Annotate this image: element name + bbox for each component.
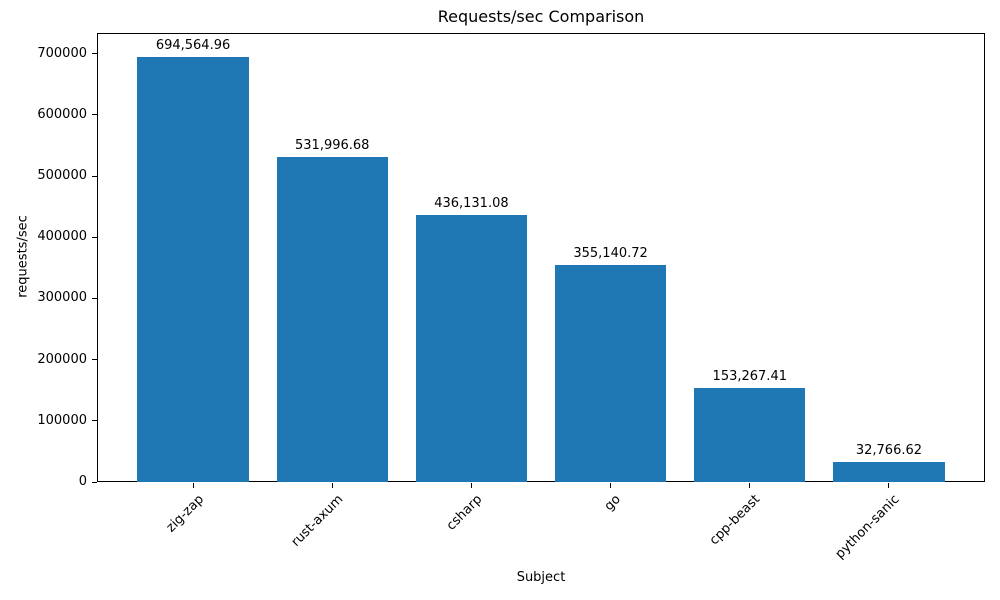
bar bbox=[415, 215, 528, 482]
x-tick-label: python-sanic bbox=[832, 492, 903, 562]
bar-value-label: 153,267.41 bbox=[712, 369, 787, 385]
y-tick-label: 700000 bbox=[37, 45, 87, 61]
x-tick bbox=[470, 483, 472, 488]
x-axis-label: Subject bbox=[516, 570, 566, 585]
y-tick bbox=[92, 236, 97, 238]
x-tick-label: csharp bbox=[443, 492, 486, 534]
bar-value-label: 355,140.72 bbox=[573, 245, 648, 261]
y-tick bbox=[92, 481, 97, 483]
x-tick-label: go bbox=[602, 492, 625, 515]
y-tick bbox=[92, 359, 97, 361]
x-tick-label: cpp-beast bbox=[707, 492, 764, 549]
y-tick-label: 100000 bbox=[37, 412, 87, 428]
bar-value-label: 32,766.62 bbox=[855, 442, 923, 458]
x-tick-label: rust-axum bbox=[288, 492, 346, 550]
bar bbox=[276, 156, 388, 482]
bar bbox=[137, 57, 249, 482]
y-axis-label: requests/sec bbox=[15, 215, 31, 298]
y-tick-label: 200000 bbox=[37, 351, 87, 367]
x-tick bbox=[888, 483, 890, 488]
chart-title: Requests/sec Comparison bbox=[437, 7, 645, 26]
y-tick-label: 300000 bbox=[37, 290, 87, 306]
y-tick bbox=[92, 297, 97, 299]
bar bbox=[833, 461, 945, 482]
y-tick bbox=[92, 420, 97, 422]
bar bbox=[694, 388, 806, 482]
x-tick bbox=[331, 483, 333, 488]
x-tick bbox=[749, 483, 751, 488]
y-tick-label: 600000 bbox=[37, 106, 87, 122]
y-tick bbox=[92, 114, 97, 116]
bar bbox=[554, 264, 667, 482]
bar-value-label: 694,564.96 bbox=[155, 38, 231, 54]
y-tick bbox=[92, 175, 97, 177]
y-tick-label: 400000 bbox=[37, 229, 87, 245]
x-tick bbox=[610, 483, 612, 488]
plot-area bbox=[97, 33, 985, 482]
x-tick bbox=[192, 483, 194, 488]
bar-value-label: 436,131.08 bbox=[434, 196, 509, 212]
bar-value-label: 531,996.68 bbox=[295, 137, 370, 153]
y-tick bbox=[92, 53, 97, 55]
x-tick-label: zig-zap bbox=[163, 492, 207, 536]
y-tick-label: 500000 bbox=[37, 168, 87, 184]
y-tick-label: 0 bbox=[78, 474, 87, 489]
